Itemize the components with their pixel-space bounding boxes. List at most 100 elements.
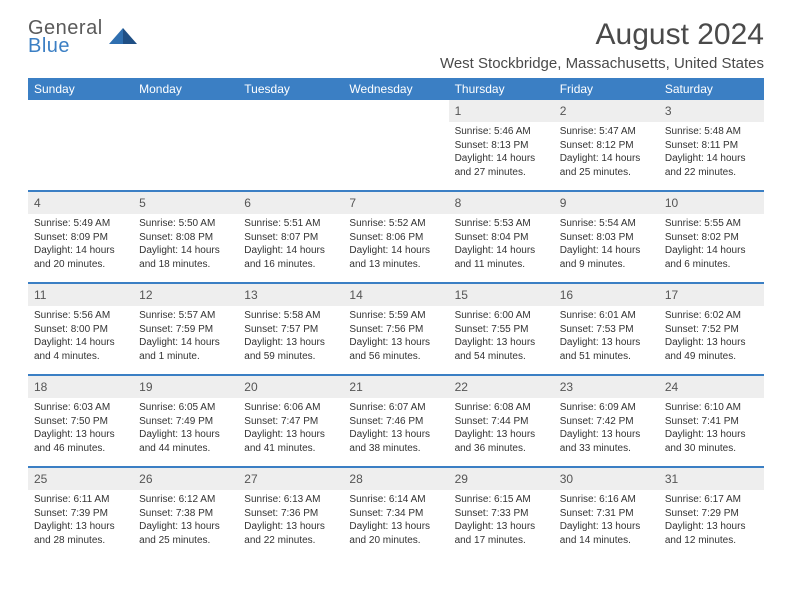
day-line-sunrise: Sunrise: 6:07 AM [349,401,442,415]
calendar: SundayMondayTuesdayWednesdayThursdayFrid… [28,78,764,558]
day-line-d2: and 44 minutes. [139,442,232,456]
day-line-sunrise: Sunrise: 6:11 AM [34,493,127,507]
day-line-sunset: Sunset: 7:29 PM [665,507,758,521]
day-line-d2: and 36 minutes. [455,442,548,456]
day-line-sunset: Sunset: 8:02 PM [665,231,758,245]
week-row: 18Sunrise: 6:03 AMSunset: 7:50 PMDayligh… [28,376,764,468]
day-cell: 9Sunrise: 5:54 AMSunset: 8:03 PMDaylight… [554,192,659,282]
day-number: 24 [659,376,764,398]
day-cell: 12Sunrise: 5:57 AMSunset: 7:59 PMDayligh… [133,284,238,374]
day-body: Sunrise: 5:54 AMSunset: 8:03 PMDaylight:… [554,214,659,277]
day-line-sunrise: Sunrise: 6:08 AM [455,401,548,415]
day-number: 9 [554,192,659,214]
day-line-sunset: Sunset: 7:49 PM [139,415,232,429]
day-cell: 6Sunrise: 5:51 AMSunset: 8:07 PMDaylight… [238,192,343,282]
day-number: 19 [133,376,238,398]
day-body: Sunrise: 5:48 AMSunset: 8:11 PMDaylight:… [659,122,764,185]
day-body: Sunrise: 5:50 AMSunset: 8:08 PMDaylight:… [133,214,238,277]
day-line-d1: Daylight: 14 hours [560,244,653,258]
day-line-d2: and 14 minutes. [560,534,653,548]
day-body: Sunrise: 5:59 AMSunset: 7:56 PMDaylight:… [343,306,448,369]
day-line-d1: Daylight: 14 hours [34,336,127,350]
day-cell: 17Sunrise: 6:02 AMSunset: 7:52 PMDayligh… [659,284,764,374]
day-line-d2: and 59 minutes. [244,350,337,364]
day-line-d2: and 51 minutes. [560,350,653,364]
day-body: Sunrise: 5:52 AMSunset: 8:06 PMDaylight:… [343,214,448,277]
day-line-sunset: Sunset: 7:42 PM [560,415,653,429]
day-line-d1: Daylight: 14 hours [665,244,758,258]
day-line-sunset: Sunset: 7:31 PM [560,507,653,521]
day-cell: 15Sunrise: 6:00 AMSunset: 7:55 PMDayligh… [449,284,554,374]
day-line-d2: and 28 minutes. [34,534,127,548]
day-line-sunrise: Sunrise: 6:16 AM [560,493,653,507]
day-number: 25 [28,468,133,490]
day-line-d1: Daylight: 14 hours [665,152,758,166]
day-body: Sunrise: 5:55 AMSunset: 8:02 PMDaylight:… [659,214,764,277]
day-cell: 16Sunrise: 6:01 AMSunset: 7:53 PMDayligh… [554,284,659,374]
day-line-sunrise: Sunrise: 5:47 AM [560,125,653,139]
day-number: 11 [28,284,133,306]
day-line-sunrise: Sunrise: 6:13 AM [244,493,337,507]
weekday-header: Thursday [449,78,554,100]
day-line-d1: Daylight: 13 hours [139,520,232,534]
day-cell: 19Sunrise: 6:05 AMSunset: 7:49 PMDayligh… [133,376,238,466]
day-number: 8 [449,192,554,214]
day-line-sunrise: Sunrise: 6:00 AM [455,309,548,323]
day-line-sunset: Sunset: 8:00 PM [34,323,127,337]
calendar-page: General Blue August 2024 West Stockbridg… [0,0,792,612]
day-line-sunset: Sunset: 8:03 PM [560,231,653,245]
day-line-sunset: Sunset: 7:52 PM [665,323,758,337]
day-line-d2: and 13 minutes. [349,258,442,272]
day-line-d2: and 46 minutes. [34,442,127,456]
week-row: 1Sunrise: 5:46 AMSunset: 8:13 PMDaylight… [28,100,764,192]
day-line-sunset: Sunset: 7:38 PM [139,507,232,521]
day-cell: 31Sunrise: 6:17 AMSunset: 7:29 PMDayligh… [659,468,764,558]
day-line-d2: and 20 minutes. [34,258,127,272]
day-line-d1: Daylight: 14 hours [455,152,548,166]
day-line-d2: and 25 minutes. [560,166,653,180]
day-line-d1: Daylight: 13 hours [560,336,653,350]
day-line-sunset: Sunset: 7:56 PM [349,323,442,337]
day-line-d1: Daylight: 14 hours [455,244,548,258]
day-number: 7 [343,192,448,214]
day-line-d2: and 9 minutes. [560,258,653,272]
day-cell: 13Sunrise: 5:58 AMSunset: 7:57 PMDayligh… [238,284,343,374]
day-line-d1: Daylight: 13 hours [455,520,548,534]
day-number: 15 [449,284,554,306]
day-line-sunrise: Sunrise: 5:54 AM [560,217,653,231]
day-line-d1: Daylight: 14 hours [139,336,232,350]
day-body: Sunrise: 6:06 AMSunset: 7:47 PMDaylight:… [238,398,343,461]
day-body: Sunrise: 5:56 AMSunset: 8:00 PMDaylight:… [28,306,133,369]
day-cell: 3Sunrise: 5:48 AMSunset: 8:11 PMDaylight… [659,100,764,190]
day-number: 17 [659,284,764,306]
day-body: Sunrise: 6:05 AMSunset: 7:49 PMDaylight:… [133,398,238,461]
day-line-sunrise: Sunrise: 6:12 AM [139,493,232,507]
day-line-sunset: Sunset: 8:07 PM [244,231,337,245]
day-cell: 11Sunrise: 5:56 AMSunset: 8:00 PMDayligh… [28,284,133,374]
day-line-sunrise: Sunrise: 6:15 AM [455,493,548,507]
day-line-d1: Daylight: 14 hours [349,244,442,258]
day-line-d1: Daylight: 14 hours [34,244,127,258]
day-body: Sunrise: 5:53 AMSunset: 8:04 PMDaylight:… [449,214,554,277]
weekday-header: Saturday [659,78,764,100]
day-cell: 5Sunrise: 5:50 AMSunset: 8:08 PMDaylight… [133,192,238,282]
day-line-d2: and 1 minute. [139,350,232,364]
day-number: 20 [238,376,343,398]
day-number: 5 [133,192,238,214]
empty-cell [133,100,238,190]
day-line-d1: Daylight: 13 hours [139,428,232,442]
day-line-sunset: Sunset: 8:12 PM [560,139,653,153]
day-line-d2: and 16 minutes. [244,258,337,272]
day-number: 1 [449,100,554,122]
day-line-sunrise: Sunrise: 6:06 AM [244,401,337,415]
day-line-d1: Daylight: 13 hours [244,336,337,350]
day-number: 21 [343,376,448,398]
logo: General Blue [28,18,139,56]
day-cell: 14Sunrise: 5:59 AMSunset: 7:56 PMDayligh… [343,284,448,374]
day-line-d2: and 41 minutes. [244,442,337,456]
day-line-d1: Daylight: 14 hours [560,152,653,166]
day-line-d1: Daylight: 13 hours [349,428,442,442]
day-line-d2: and 54 minutes. [455,350,548,364]
day-line-sunrise: Sunrise: 5:52 AM [349,217,442,231]
day-line-sunset: Sunset: 8:06 PM [349,231,442,245]
